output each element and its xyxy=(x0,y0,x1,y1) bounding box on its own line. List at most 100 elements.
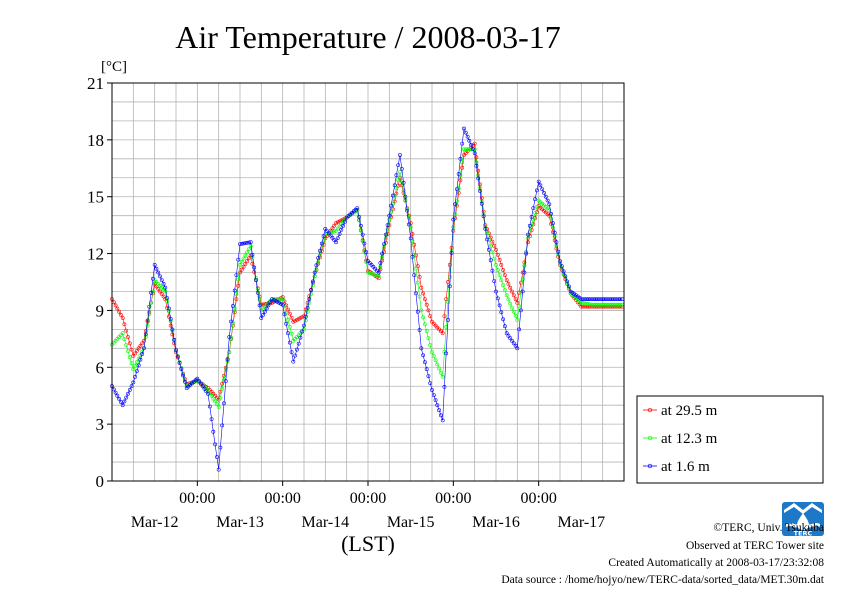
data-point xyxy=(238,242,242,247)
data-point xyxy=(124,395,129,400)
data-point xyxy=(216,467,221,472)
data-point xyxy=(579,300,584,305)
data-point xyxy=(398,153,402,157)
data-point xyxy=(412,273,417,278)
data-point xyxy=(447,284,452,289)
x-tick-label: 00:00 xyxy=(264,490,300,507)
data-point xyxy=(549,216,554,221)
data-point xyxy=(369,271,374,276)
y-tick-label: 0 xyxy=(96,472,105,491)
data-point xyxy=(234,292,239,296)
x-day-label: Mar-15 xyxy=(387,514,435,531)
data-point xyxy=(421,353,426,358)
data-point xyxy=(232,288,237,293)
data-point xyxy=(175,354,180,359)
data-point xyxy=(309,292,314,296)
data-point xyxy=(325,232,330,236)
data-point xyxy=(398,170,402,175)
x-tick-label: 00:00 xyxy=(179,490,215,507)
data-point xyxy=(207,404,212,409)
data-point xyxy=(149,290,154,295)
data-point xyxy=(515,317,520,322)
data-point xyxy=(401,180,406,185)
data-point xyxy=(390,207,395,212)
x-axis-label: (LST) xyxy=(341,531,395,556)
data-point xyxy=(465,134,470,139)
data-point xyxy=(417,294,422,299)
footer-observed: Observed at TERC Tower site xyxy=(685,540,824,552)
data-point xyxy=(586,302,591,307)
data-point xyxy=(522,270,527,275)
data-point xyxy=(222,401,226,406)
data-point xyxy=(147,312,152,317)
data-point xyxy=(467,138,472,143)
data-point xyxy=(131,353,136,358)
data-point xyxy=(115,306,120,311)
data-point xyxy=(417,274,422,279)
data-point xyxy=(579,297,584,302)
data-point xyxy=(513,297,518,302)
svg-text:TERC: TERC xyxy=(794,530,813,538)
data-point xyxy=(501,268,506,272)
data-point xyxy=(158,274,162,279)
data-point xyxy=(502,288,507,293)
data-point xyxy=(463,130,468,135)
data-point xyxy=(182,379,187,384)
data-point xyxy=(469,142,474,147)
data-point xyxy=(309,288,314,293)
data-point xyxy=(214,402,219,407)
data-point xyxy=(456,172,461,176)
data-point xyxy=(243,262,248,266)
data-point xyxy=(389,203,394,208)
data-point xyxy=(469,147,474,152)
data-point xyxy=(129,361,134,366)
data-point xyxy=(335,236,340,241)
data-point xyxy=(252,269,257,274)
data-point xyxy=(243,241,248,246)
data-point xyxy=(460,141,465,146)
data-point xyxy=(314,263,319,268)
data-point xyxy=(133,374,138,379)
data-point xyxy=(567,284,571,289)
y-tick-label: 18 xyxy=(87,131,104,150)
data-point xyxy=(504,331,509,336)
data-point xyxy=(220,423,225,428)
data-point xyxy=(129,384,134,389)
data-point xyxy=(522,263,527,268)
data-point xyxy=(120,316,125,320)
data-point xyxy=(255,290,260,295)
data-point xyxy=(225,357,230,362)
data-point xyxy=(145,318,150,323)
data-point xyxy=(163,285,168,290)
terc-logo-icon: TERC xyxy=(782,502,824,538)
data-point xyxy=(526,232,530,237)
data-point xyxy=(161,294,166,299)
data-point xyxy=(513,343,518,348)
data-point xyxy=(494,247,498,252)
data-point xyxy=(428,314,433,319)
data-point xyxy=(287,324,292,329)
data-point xyxy=(168,317,173,321)
data-point xyxy=(250,252,255,257)
data-point xyxy=(508,301,513,306)
data-point xyxy=(166,306,171,311)
data-point xyxy=(581,301,586,306)
data-point xyxy=(396,163,401,168)
legend-swatch-marker xyxy=(647,407,653,413)
data-point xyxy=(506,297,511,302)
data-point xyxy=(257,297,262,302)
legend-swatch-marker xyxy=(647,463,653,469)
data-point xyxy=(312,274,317,279)
data-point xyxy=(150,276,155,281)
data-point xyxy=(159,292,164,296)
y-axis-unit-label: [°C] xyxy=(101,59,127,75)
data-point xyxy=(490,239,495,244)
data-point xyxy=(444,297,449,302)
data-point xyxy=(597,297,602,302)
data-point xyxy=(458,178,463,183)
data-point xyxy=(583,301,587,306)
data-point xyxy=(156,270,161,275)
data-point xyxy=(613,302,618,307)
data-point xyxy=(426,308,431,313)
data-point xyxy=(245,250,250,255)
